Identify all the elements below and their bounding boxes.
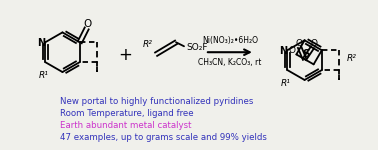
Text: R¹: R¹ [280, 79, 290, 88]
Text: O: O [295, 39, 302, 48]
Text: SO₂F: SO₂F [186, 43, 208, 52]
Text: N: N [37, 38, 45, 48]
Text: R²: R² [143, 40, 153, 49]
Text: Earth abundant metal catalyst: Earth abundant metal catalyst [60, 121, 192, 130]
Text: O: O [289, 46, 296, 55]
Text: 47 examples, up to grams scale and 99% yields: 47 examples, up to grams scale and 99% y… [60, 133, 267, 142]
Text: R²: R² [347, 54, 357, 63]
Text: +: + [118, 46, 132, 64]
Text: Ni(NO₃)₂•6H₂O: Ni(NO₃)₂•6H₂O [202, 36, 258, 45]
Text: Room Temperature, ligand free: Room Temperature, ligand free [60, 109, 194, 118]
Text: N: N [279, 46, 287, 56]
Text: S: S [302, 49, 309, 59]
Text: O: O [84, 20, 92, 29]
Text: O: O [310, 39, 317, 48]
Text: R¹: R¹ [38, 72, 48, 81]
Text: New portal to highly functionalized pyridines: New portal to highly functionalized pyri… [60, 97, 254, 106]
Text: CH₃CN, K₂CO₃, rt: CH₃CN, K₂CO₃, rt [198, 58, 262, 67]
